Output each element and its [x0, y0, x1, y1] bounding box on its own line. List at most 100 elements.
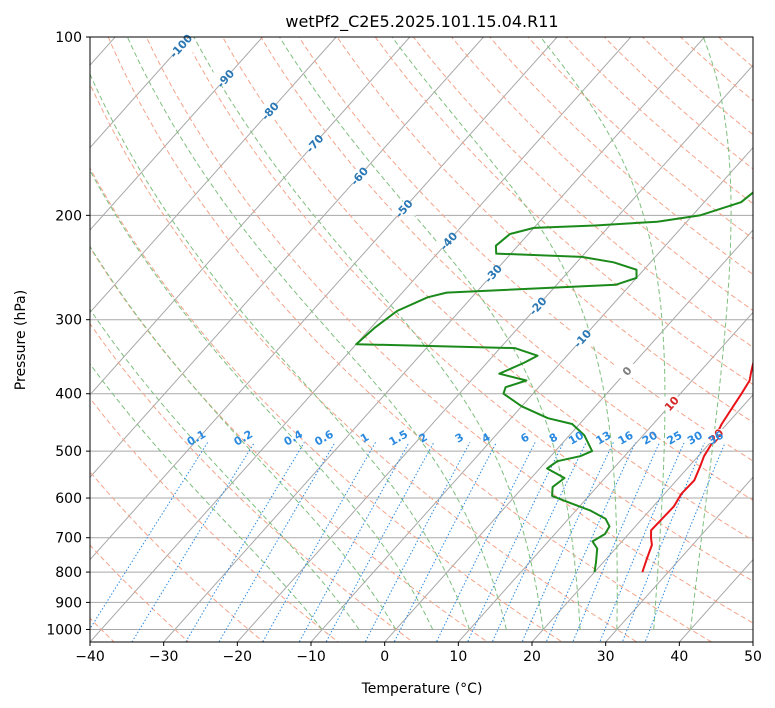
dry-adiabat-line	[90, 246, 489, 642]
plot-frame	[89, 36, 754, 643]
mixing-ratio-line	[545, 442, 636, 642]
isotherm-label-bg	[391, 201, 416, 216]
isotherm-line	[162, 37, 706, 642]
y-tick-label: 600	[55, 491, 82, 507]
mixing-ratio-label: 0.4	[282, 427, 306, 448]
chart-title: wetPf2_C2E5.2025.101.15.04.R11	[285, 12, 558, 32]
isotherm-line	[90, 37, 337, 314]
y-axis-ticks: 100 200 300 400 500 600 700 800 900 1000	[46, 30, 90, 639]
isotherm-line	[90, 37, 558, 561]
isotherm-line	[90, 37, 485, 478]
isotherm-label-bg	[168, 39, 193, 53]
dry-adiabat-line	[489, 37, 753, 275]
moist-adiabat-line	[540, 37, 666, 630]
mixing-ratio-line	[325, 442, 435, 642]
isotherm-line	[605, 476, 753, 642]
moist-adiabat-line	[690, 37, 732, 630]
mixing-ratio-line	[644, 442, 726, 642]
dry-adiabat-line	[260, 37, 753, 501]
mixing-ratio-label: 8	[547, 431, 560, 446]
moist-adiabat-line	[90, 73, 470, 630]
y-tick-label: 100	[55, 30, 82, 46]
mixing-ratio-label: 25	[665, 429, 685, 448]
y-tick-label: 1000	[46, 623, 82, 639]
isotherm-label-bg	[570, 331, 595, 346]
mixing-ratio-label: 2	[417, 431, 430, 446]
dry-adiabat-line	[679, 37, 753, 102]
y-tick-label: 200	[55, 208, 82, 224]
dry-adiabat-line	[743, 25, 775, 654]
dry-adiabat-line	[565, 37, 753, 205]
mixing-ratio-label: 1.5	[387, 428, 410, 449]
mixing-ratio-line	[185, 442, 305, 642]
mixing-ratio-label: 30	[685, 428, 705, 447]
mixing-ratio-label: 10	[566, 428, 586, 447]
isotherm-label-bg	[525, 299, 550, 313]
x-tick-label: −10	[296, 649, 326, 665]
mixing-ratio-line	[491, 442, 587, 642]
x-tick-label: −20	[223, 649, 253, 665]
x-axis-label: Temperature (°C)	[361, 681, 483, 697]
mixing-ratio-line	[435, 442, 536, 642]
isotherm-line	[457, 311, 753, 642]
isotherm-label-bg	[347, 169, 372, 183]
y-tick-label: 700	[55, 531, 82, 547]
dry-adiabat-line	[603, 37, 753, 170]
dry-adiabat-line	[90, 397, 339, 642]
moist-adiabat-line	[391, 37, 618, 630]
x-tick-label: 10	[449, 649, 467, 665]
moist-adiabat-line	[279, 37, 581, 630]
mixing-ratio-label: 1	[358, 431, 371, 446]
temperature-line	[641, 359, 753, 573]
dry-adiabat-line	[90, 82, 638, 642]
dewpoint-line	[355, 191, 753, 573]
dry-adiabat-line	[222, 37, 753, 541]
isotherm-line	[384, 229, 753, 642]
isotherm-label-bg	[213, 71, 238, 86]
x-axis-ticks: −40 −30 −20 −10 0 10 20 30 40 50	[75, 642, 762, 665]
mixing-ratio-line	[298, 442, 410, 642]
isotherm-label-bg	[614, 364, 639, 378]
isotherm-line	[531, 394, 753, 642]
x-tick-label: 0	[380, 649, 389, 665]
x-tick-label: −30	[149, 649, 179, 665]
dry-adiabat-line	[717, 37, 753, 68]
dry-adiabat-line	[107, 37, 713, 642]
mixing-ratio-line	[364, 442, 471, 642]
moist-adiabat-line	[193, 37, 544, 630]
mixing-ratio-line	[521, 442, 614, 642]
dry-adiabat-line	[90, 322, 414, 642]
dry-adiabat-line	[374, 37, 753, 386]
isotherm-line	[90, 37, 190, 149]
isotherm-label-bg	[659, 396, 684, 411]
isotherm-line	[752, 641, 753, 642]
mixing-ratio-line	[90, 442, 209, 630]
y-tick-label: 400	[55, 387, 82, 403]
x-tick-label: −40	[75, 649, 105, 665]
mixing-ratio-label: 16	[616, 428, 636, 447]
isotherm-line	[90, 37, 411, 396]
x-tick-label: 50	[744, 649, 762, 665]
dry-adiabat-line	[412, 37, 753, 348]
isotherm-label-bg	[258, 104, 283, 118]
moist-adiabat-line	[90, 363, 323, 630]
isotherm-label-bg	[481, 266, 506, 281]
mixing-ratio-line	[393, 442, 497, 642]
mixing-ratio-label: 13	[594, 429, 614, 448]
mixing-ratio-label: 4	[479, 430, 492, 445]
mixing-ratio-label: 3	[453, 431, 466, 446]
y-tick-label: 300	[55, 313, 82, 329]
x-tick-label: 20	[523, 649, 541, 665]
dry-adiabat-line	[145, 37, 753, 624]
mixing-ratio-line	[218, 442, 336, 642]
mixing-ratio-label: 0.2	[232, 428, 255, 449]
y-tick-label: 500	[55, 444, 82, 460]
x-tick-label: 40	[670, 649, 688, 665]
dry-adiabat-line	[298, 37, 753, 462]
x-tick-label: 30	[597, 649, 615, 665]
mixing-ratio-line	[466, 442, 564, 642]
isotherm-label-bg	[436, 234, 461, 248]
moist-adiabat-line	[90, 308, 360, 630]
